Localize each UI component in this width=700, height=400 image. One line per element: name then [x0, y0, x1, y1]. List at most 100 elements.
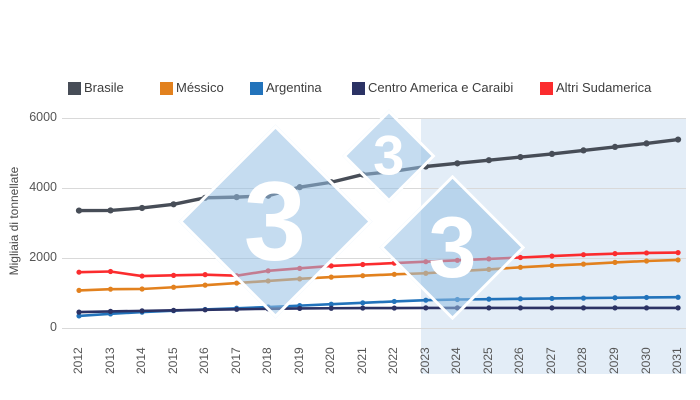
- series-line-argentina: [77, 295, 680, 318]
- data-point: [138, 204, 146, 212]
- data-point: [675, 257, 681, 263]
- data-point: [107, 308, 114, 314]
- data-point: [580, 261, 587, 267]
- data-point: [517, 264, 524, 270]
- legend-label: Centro America e Caraibi: [368, 80, 514, 95]
- y-tick-6000: 6000: [29, 109, 57, 124]
- data-point: [517, 153, 524, 161]
- watermark-digit: 3: [373, 124, 405, 187]
- data-point: [549, 253, 555, 259]
- data-point: [202, 282, 208, 288]
- legend-item-argentina[interactable]: Argentina: [250, 80, 322, 96]
- data-point: [612, 259, 618, 265]
- legend-label: Argentina: [266, 80, 322, 95]
- series-line-m-ssico: [77, 258, 680, 292]
- data-point: [486, 296, 492, 302]
- data-point: [549, 295, 555, 302]
- data-point: [674, 136, 682, 143]
- data-point: [360, 300, 366, 306]
- data-point: [170, 284, 177, 290]
- legend-swatch: [250, 81, 263, 95]
- data-point: [485, 157, 492, 164]
- data-point: [580, 295, 587, 301]
- data-point: [612, 295, 618, 301]
- data-point: [675, 305, 681, 311]
- legend-swatch: [160, 81, 173, 95]
- gridline-2000: [62, 257, 686, 259]
- watermark-digit: 3: [243, 157, 307, 283]
- data-point: [643, 305, 650, 311]
- data-point: [328, 305, 334, 311]
- legend-swatch: [352, 81, 365, 95]
- data-point: [170, 272, 177, 278]
- data-point: [107, 207, 114, 214]
- gridline-0: [62, 327, 686, 329]
- data-point: [76, 287, 82, 293]
- data-point: [612, 251, 618, 257]
- legend-swatch: [68, 81, 81, 95]
- data-point: [391, 271, 397, 277]
- data-point: [202, 307, 208, 313]
- data-point: [76, 269, 82, 275]
- data-point: [643, 258, 650, 264]
- data-point: [423, 297, 429, 303]
- data-point: [297, 305, 303, 312]
- y-tick-2000: 2000: [29, 249, 57, 264]
- gridline-6000: [62, 117, 686, 119]
- data-point: [170, 307, 177, 313]
- data-point: [549, 262, 555, 269]
- data-point: [675, 250, 681, 256]
- series-line-altri-sudamerica: [77, 251, 680, 278]
- data-point: [580, 147, 587, 154]
- data-point: [139, 308, 145, 314]
- data-point: [423, 305, 429, 311]
- data-point: [360, 305, 366, 311]
- data-point: [202, 272, 208, 278]
- data-point: [643, 294, 650, 301]
- y-tick-0: 0: [50, 319, 57, 334]
- data-point: [328, 263, 334, 269]
- data-point: [611, 143, 619, 150]
- data-point: [486, 305, 492, 311]
- data-point: [360, 273, 366, 279]
- data-point: [517, 296, 524, 302]
- data-point: [517, 254, 524, 261]
- data-point: [517, 305, 524, 311]
- data-point: [454, 160, 461, 167]
- data-point: [234, 306, 240, 312]
- data-point: [328, 274, 334, 280]
- data-point: [643, 250, 650, 256]
- data-point: [170, 201, 177, 208]
- legend-label: Altri Sudamerica: [556, 80, 652, 95]
- legend-swatch: [540, 81, 553, 95]
- legend-label: Brasile: [84, 80, 124, 95]
- data-point: [548, 150, 556, 157]
- data-point: [643, 140, 650, 147]
- data-point: [675, 294, 681, 300]
- data-point: [612, 305, 618, 311]
- data-point: [549, 305, 555, 311]
- legend-item-centro-america-e-caraibi[interactable]: Centro America e Caraibi: [352, 80, 513, 96]
- legend-item-altri-sudamerica[interactable]: Altri Sudamerica: [540, 80, 651, 96]
- data-point: [580, 252, 587, 258]
- data-point: [391, 305, 397, 311]
- data-point: [75, 207, 83, 214]
- data-point: [139, 286, 145, 292]
- data-point: [107, 286, 114, 292]
- data-point: [360, 261, 366, 268]
- data-point: [328, 301, 334, 307]
- data-point: [107, 268, 114, 275]
- legend-item-brasile[interactable]: Brasile: [68, 80, 124, 96]
- legend-label: Méssico: [176, 80, 224, 95]
- data-point: [391, 298, 397, 305]
- watermark-digit: 3: [428, 199, 476, 295]
- series-line-centro-america-e-caraibi: [77, 306, 680, 314]
- data-point: [580, 305, 587, 311]
- y-tick-4000: 4000: [29, 179, 57, 194]
- data-point: [139, 273, 145, 279]
- data-point: [76, 309, 82, 315]
- data-point: [76, 313, 82, 319]
- legend-item-m-ssico[interactable]: Méssico: [160, 80, 224, 96]
